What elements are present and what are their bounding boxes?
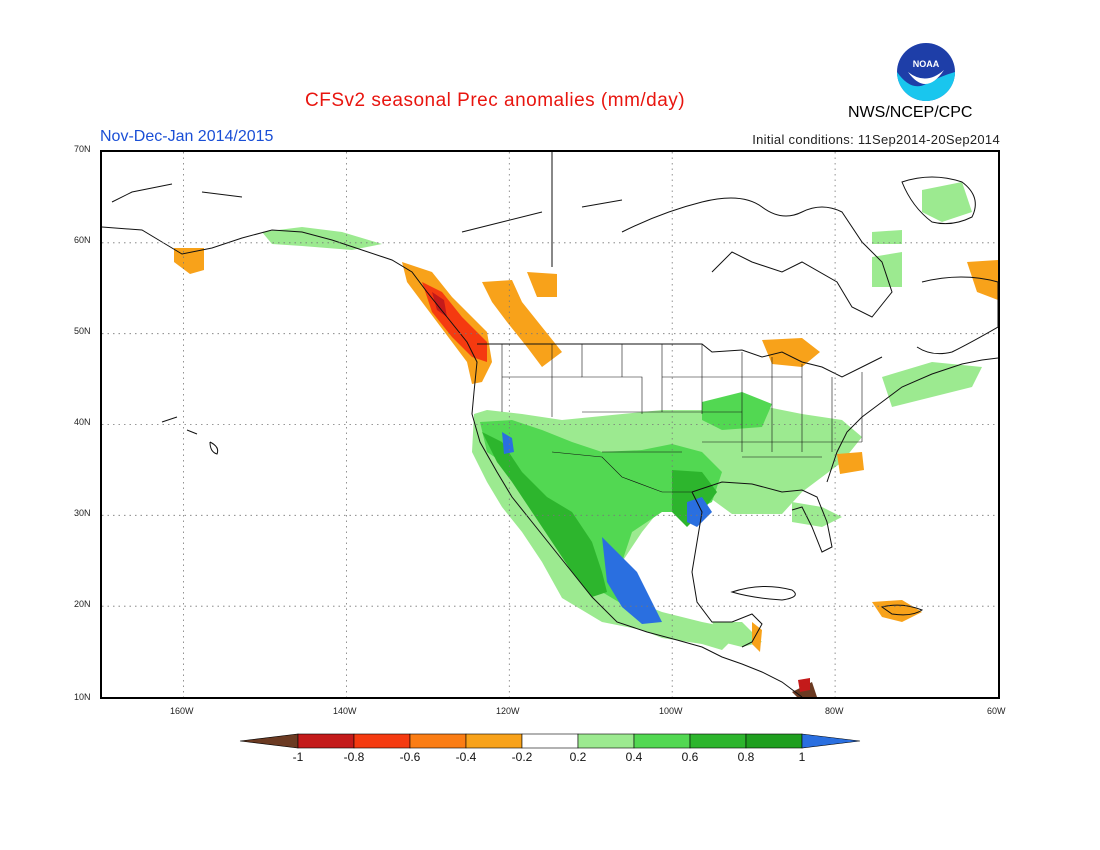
color-bar-segment: [353, 733, 411, 749]
graticule: [102, 152, 998, 697]
color-bar-graphic: -1 -0.8 -0.6 -0.4 -0.2 0.2 0.4 0.6 0.8 1: [239, 733, 861, 764]
initial-conditions-label: Initial conditions: 11Sep2014-20Sep2014: [752, 132, 1000, 147]
noaa-logo: NOAA: [896, 42, 956, 102]
color-bar: -1 -0.8 -0.6 -0.4 -0.2 0.2 0.4 0.6 0.8 1: [238, 732, 862, 772]
chart-title: CFSv2 seasonal Prec anomalies (mm/day): [305, 90, 686, 111]
lat-label-20n: 20N: [74, 599, 91, 609]
color-bar-tick-label: -0.8: [344, 750, 365, 764]
lon-label-100w: 100W: [659, 706, 683, 716]
lon-label-140w: 140W: [333, 706, 357, 716]
color-bar-segment: [521, 733, 579, 749]
color-bar-segment: [297, 733, 355, 749]
political-borders: [501, 344, 863, 493]
color-bar-tick-label: 0.2: [570, 750, 587, 764]
lat-label-30n: 30N: [74, 508, 91, 518]
color-bar-segment: [689, 733, 747, 749]
anomaly-shading: [174, 182, 998, 697]
color-bar-segment: [745, 733, 803, 749]
lat-label-50n: 50N: [74, 326, 91, 336]
color-bar-arrow-high: [801, 733, 861, 749]
color-bar-tick-label: -1: [293, 750, 304, 764]
coastlines: [101, 152, 999, 698]
lat-label-70n: 70N: [74, 144, 91, 154]
color-bar-segment: [633, 733, 691, 749]
lon-label-60w: 60W: [987, 706, 1006, 716]
color-bar-segment: [409, 733, 467, 749]
color-bar-tick-label: -0.6: [400, 750, 421, 764]
agency-label: NWS/NCEP/CPC: [848, 104, 973, 121]
lon-label-160w: 160W: [170, 706, 194, 716]
color-bar-tick-label: 0.6: [682, 750, 699, 764]
color-bar-tick-label: 1: [799, 750, 806, 764]
period-label: Nov-Dec-Jan 2014/2015: [100, 128, 274, 145]
anomaly-map: [100, 150, 1000, 699]
lon-label-80w: 80W: [825, 706, 844, 716]
color-bar-arrow-low: [239, 733, 299, 749]
lat-label-10n: 10N: [74, 692, 91, 702]
lat-label-40n: 40N: [74, 417, 91, 427]
color-bar-tick-label: -0.4: [456, 750, 477, 764]
color-bar-segment: [465, 733, 523, 749]
color-bar-tick-label: -0.2: [512, 750, 533, 764]
lat-label-60n: 60N: [74, 235, 91, 245]
svg-text:NOAA: NOAA: [913, 59, 940, 69]
color-bar-tick-label: 0.8: [738, 750, 755, 764]
color-bar-tick-label: 0.4: [626, 750, 643, 764]
map-canvas: [101, 152, 999, 698]
lon-label-120w: 120W: [496, 706, 520, 716]
color-bar-segment: [577, 733, 635, 749]
